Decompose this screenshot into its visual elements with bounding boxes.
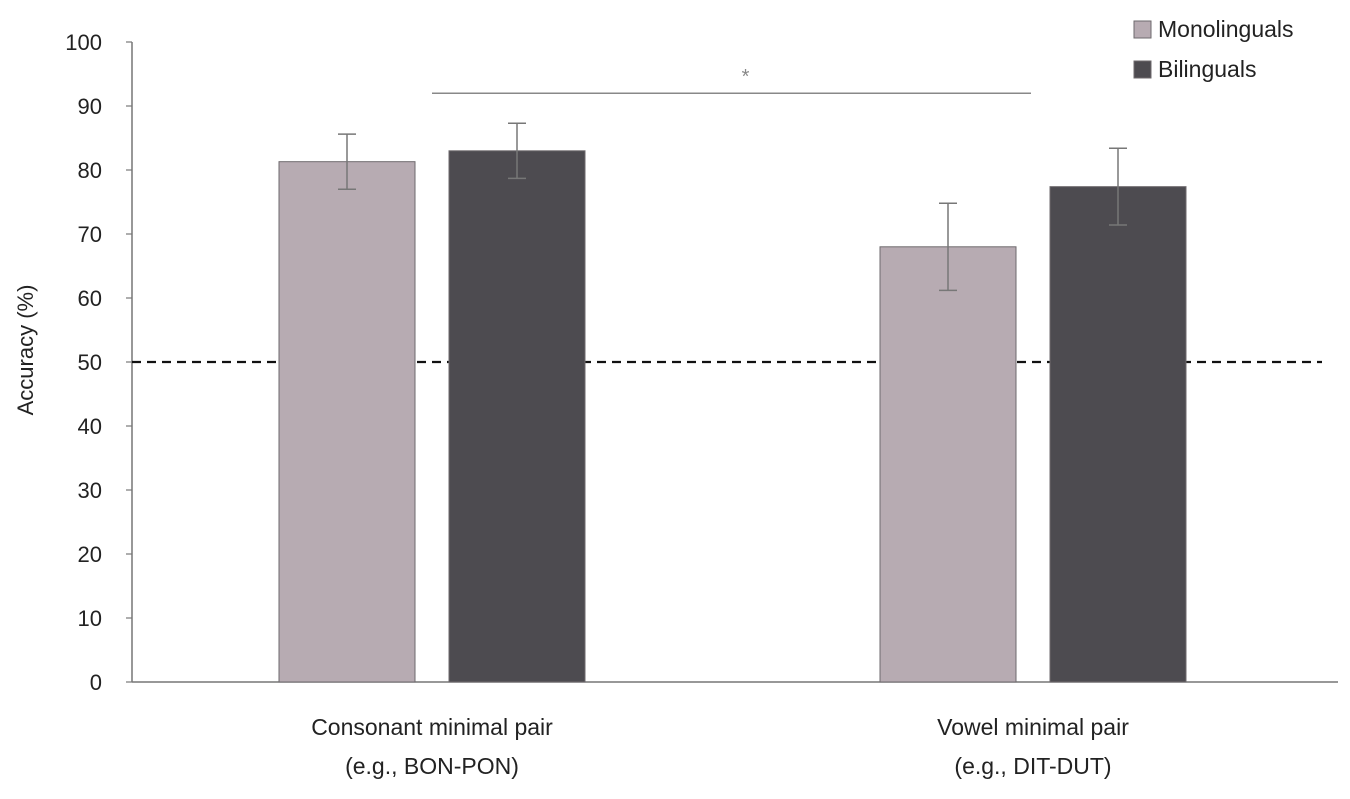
- bars: [278, 150, 1187, 683]
- x-category-label: (e.g., DIT-DUT): [954, 753, 1111, 779]
- y-tick-label: 90: [78, 94, 102, 119]
- legend-label-bilinguals: Bilinguals: [1158, 56, 1256, 82]
- x-category-label: Consonant minimal pair: [311, 714, 553, 740]
- error-bars: [338, 122, 1127, 292]
- y-tick-label: 80: [78, 158, 102, 183]
- legend-label-monolinguals: Monolinguals: [1158, 16, 1294, 42]
- significance-marker: *: [742, 66, 750, 88]
- y-tick-label: 70: [78, 222, 102, 247]
- bar-bilinguals-0: [448, 150, 586, 683]
- x-axis: Consonant minimal pair (e.g., BON-PON) Vow…: [132, 681, 1338, 779]
- y-tick-label: 60: [78, 286, 102, 311]
- x-category-label: Vowel minimal pair: [937, 714, 1129, 740]
- y-tick-label: 30: [78, 478, 102, 503]
- y-tick-label: 40: [78, 414, 102, 439]
- y-axis-title: Accuracy (%): [13, 285, 38, 416]
- y-tick-label: 0: [90, 670, 102, 695]
- significance-bracket: *: [432, 66, 1031, 94]
- legend-swatch-bilinguals: [1133, 60, 1152, 79]
- legend: Monolinguals Bilinguals: [1133, 16, 1294, 82]
- y-axis: 0 10 20 30 40 50 60 70 80 90 100: [65, 30, 133, 695]
- bar-bilinguals-1: [1049, 186, 1187, 683]
- x-category-label: (e.g., BON-PON): [345, 753, 519, 779]
- y-tick-label: 10: [78, 606, 102, 631]
- y-tick-label: 100: [65, 30, 102, 55]
- bar-monolinguals-0: [278, 161, 416, 683]
- y-tick-label: 50: [78, 350, 102, 375]
- y-tick-label: 20: [78, 542, 102, 567]
- bar-monolinguals-1: [879, 246, 1017, 683]
- legend-swatch-monolinguals: [1133, 20, 1152, 39]
